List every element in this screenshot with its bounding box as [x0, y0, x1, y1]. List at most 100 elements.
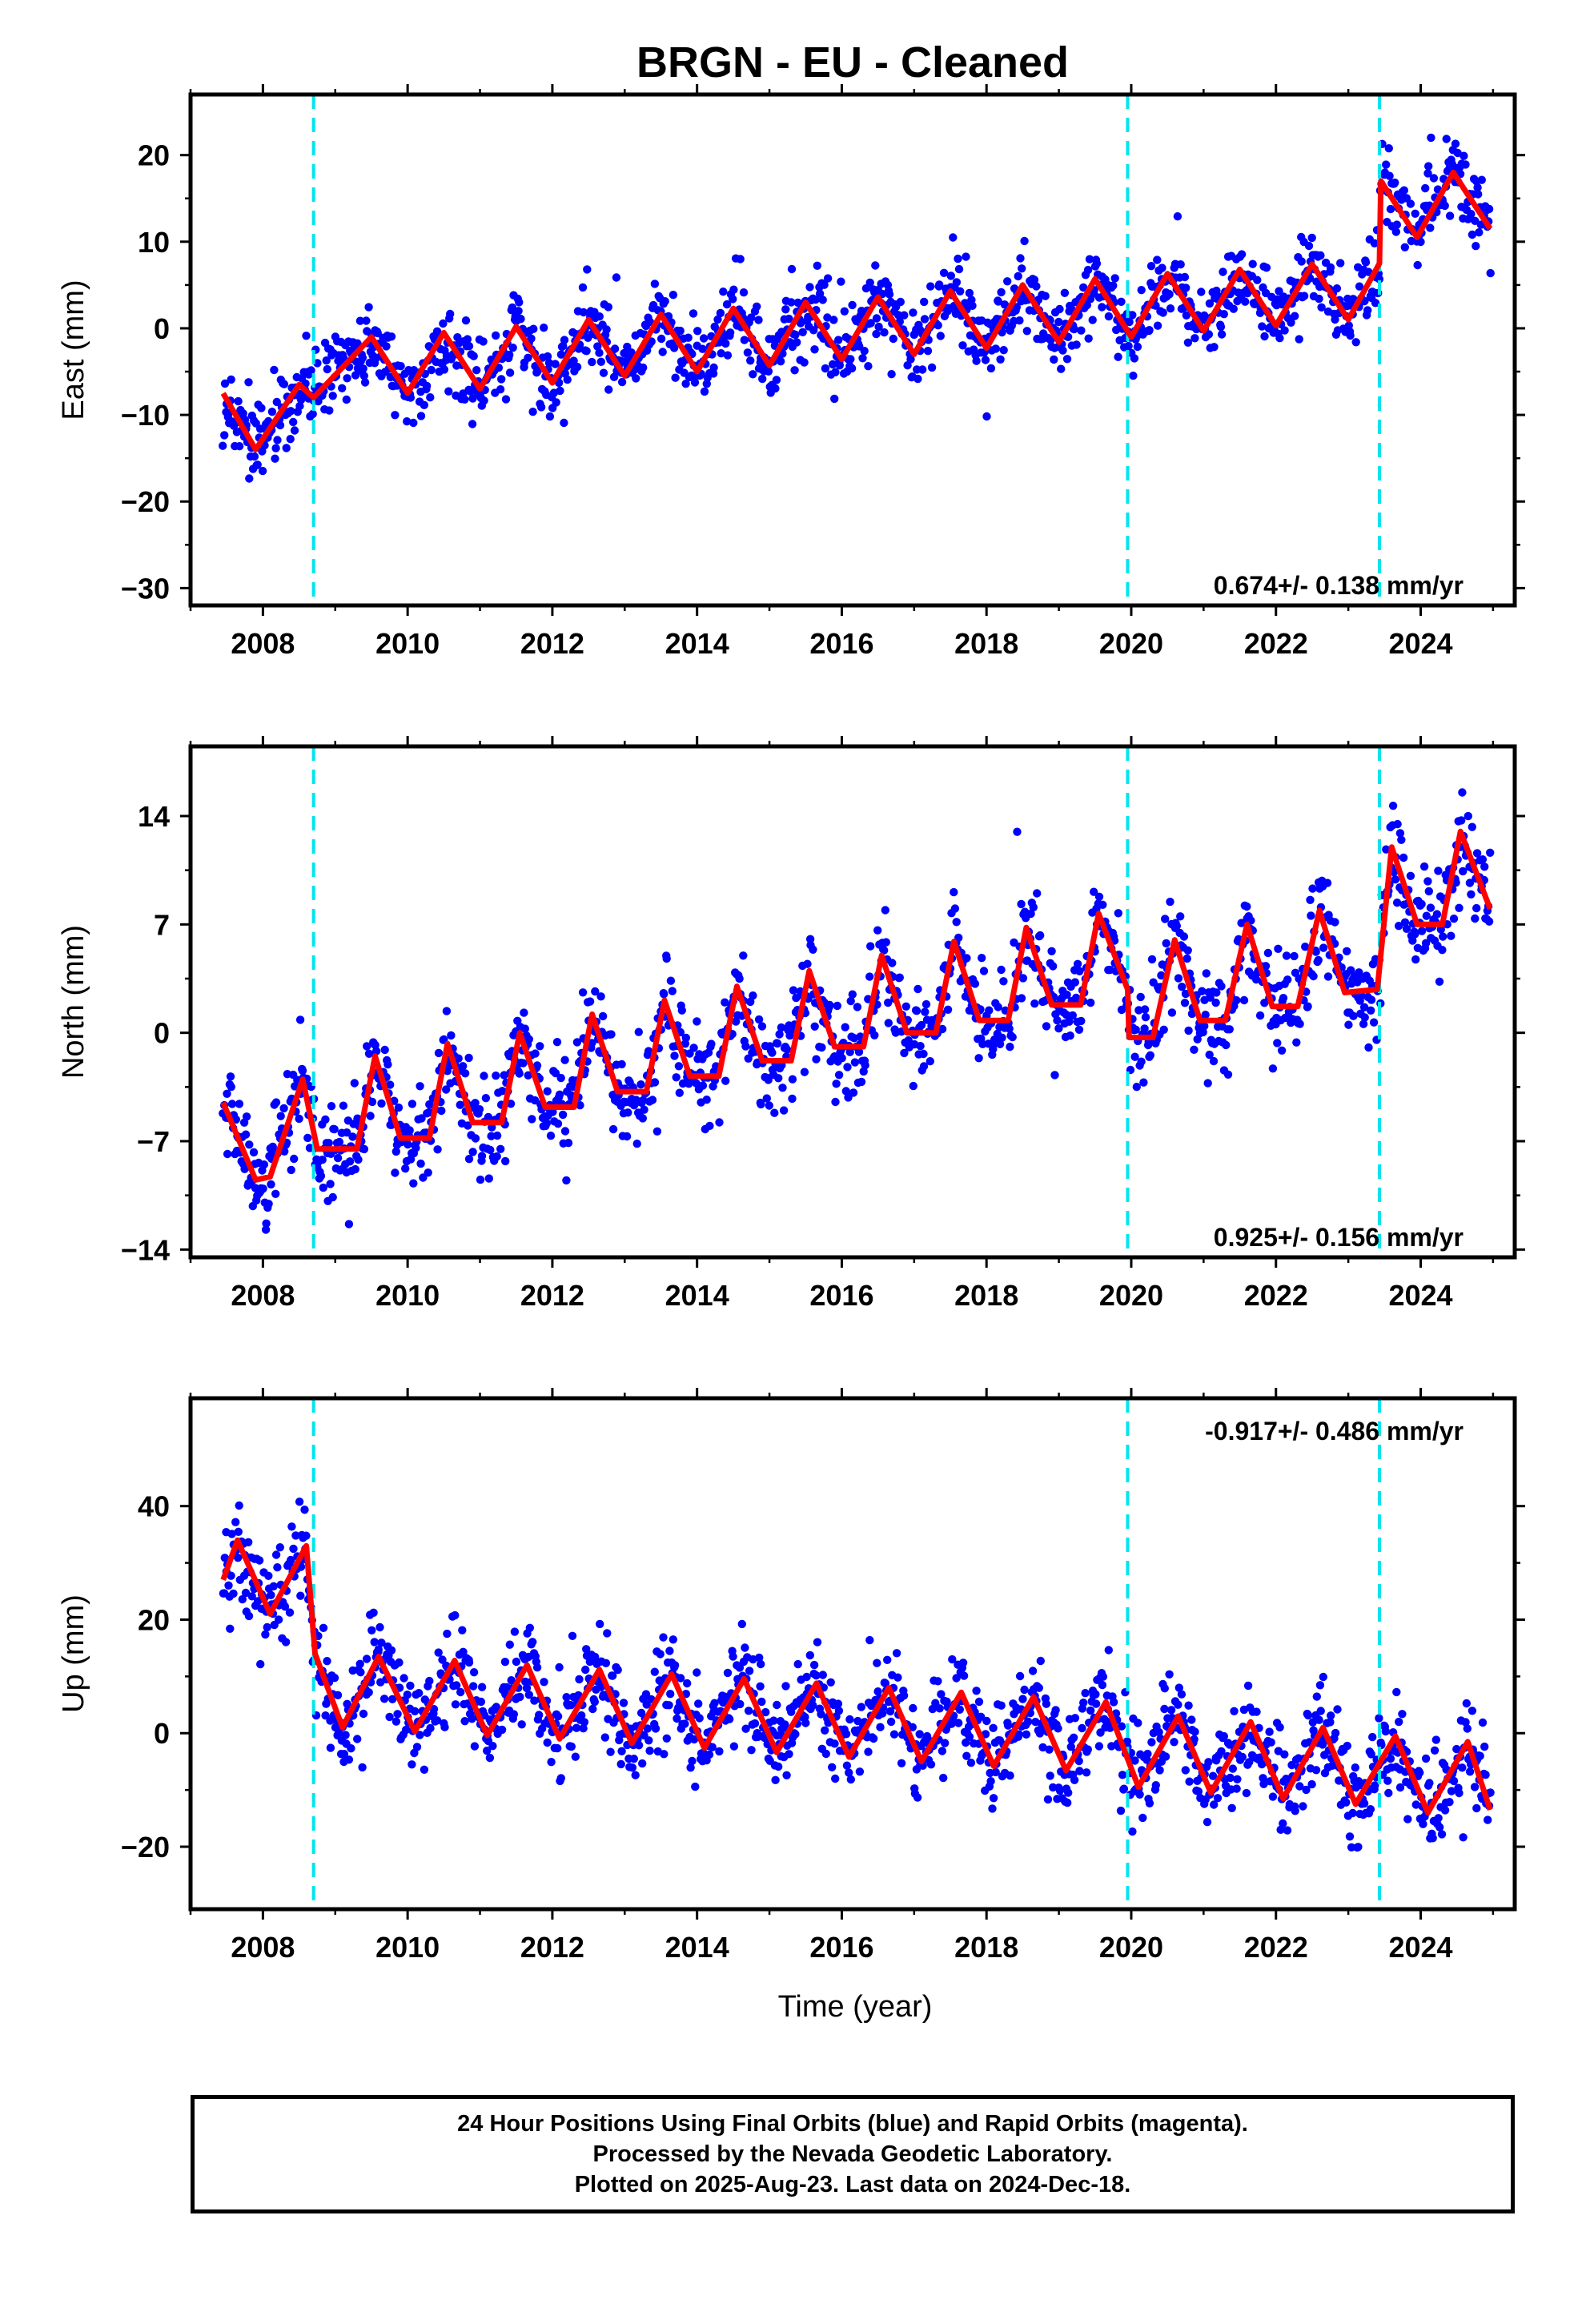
- data-point: [623, 342, 632, 352]
- data-point: [1229, 304, 1239, 313]
- data-point: [934, 1677, 942, 1686]
- data-point: [1151, 1781, 1161, 1790]
- data-point: [1461, 1718, 1470, 1727]
- data-point: [829, 316, 838, 324]
- data-point: [860, 347, 869, 356]
- data-point: [1435, 1823, 1444, 1831]
- data-point: [1118, 1771, 1127, 1779]
- data-point: [1117, 1722, 1126, 1731]
- data-point: [1085, 255, 1094, 263]
- data-point: [1252, 1707, 1261, 1716]
- data-point: [333, 1691, 343, 1699]
- data-point: [401, 1164, 410, 1173]
- data-point: [369, 1608, 378, 1618]
- data-point: [479, 337, 488, 346]
- data-point: [1109, 281, 1118, 290]
- data-point: [721, 339, 730, 348]
- y-tick-label: 40: [138, 1490, 170, 1523]
- data-point: [1216, 322, 1226, 332]
- x-tick-label: 2024: [1388, 1279, 1452, 1312]
- data-point: [324, 1139, 333, 1148]
- data-point: [1094, 1742, 1104, 1751]
- data-point: [551, 1068, 560, 1078]
- data-point: [1326, 1718, 1335, 1727]
- data-point: [1083, 1745, 1093, 1754]
- data-point: [1051, 1706, 1060, 1715]
- x-tick-label: 2022: [1244, 1931, 1308, 1964]
- data-point: [1233, 1775, 1242, 1783]
- data-point: [1018, 1695, 1027, 1703]
- data-point: [1012, 303, 1022, 312]
- data-point: [1187, 1715, 1196, 1724]
- data-point: [1132, 1083, 1142, 1092]
- data-point: [1429, 174, 1439, 183]
- data-point: [295, 401, 304, 411]
- data-point: [995, 1039, 1005, 1049]
- data-point: [1020, 236, 1029, 246]
- data-point: [280, 1602, 290, 1611]
- data-point: [325, 406, 334, 415]
- data-point: [669, 1635, 677, 1644]
- data-point: [460, 395, 469, 404]
- data-point: [367, 1097, 377, 1107]
- data-point: [464, 1053, 473, 1063]
- data-point: [805, 935, 815, 943]
- data-point: [802, 1672, 811, 1682]
- data-point: [681, 380, 690, 388]
- data-point: [717, 349, 725, 358]
- data-point: [1182, 311, 1191, 320]
- data-point: [328, 392, 337, 400]
- data-point: [835, 361, 845, 370]
- data-point: [1109, 1698, 1118, 1707]
- data-point: [788, 1075, 797, 1084]
- data-point: [280, 1147, 289, 1156]
- data-point: [694, 1699, 703, 1708]
- data-point: [1311, 1766, 1321, 1775]
- data-point: [286, 435, 295, 444]
- data-point: [1460, 151, 1468, 160]
- data-point: [452, 1681, 461, 1690]
- data-point: [1079, 1699, 1088, 1707]
- data-point: [1028, 1667, 1038, 1675]
- data-point: [442, 1085, 451, 1094]
- data-point: [505, 368, 515, 377]
- data-point: [1436, 925, 1446, 934]
- data-point: [1434, 1814, 1443, 1823]
- data-point: [1161, 1752, 1170, 1761]
- data-point: [1302, 1785, 1311, 1795]
- data-point: [460, 1069, 470, 1078]
- data-point: [1323, 879, 1332, 887]
- data-point: [893, 1673, 902, 1682]
- data-point: [1153, 255, 1162, 264]
- data-point: [638, 1759, 647, 1768]
- data-point: [1104, 1646, 1114, 1655]
- data-point: [505, 1640, 514, 1649]
- data-point: [555, 1663, 564, 1672]
- data-point: [275, 1543, 284, 1552]
- y-axis-label-up: Up (mm): [57, 1594, 90, 1713]
- data-point: [1370, 239, 1379, 247]
- data-point: [391, 1168, 400, 1177]
- x-tick-label: 2024: [1388, 1931, 1452, 1964]
- data-point: [1190, 1735, 1199, 1744]
- data-point: [1185, 1777, 1194, 1786]
- data-point: [323, 364, 331, 374]
- data-point: [830, 394, 839, 404]
- data-point: [501, 395, 511, 404]
- data-point: [885, 290, 894, 299]
- data-point: [1260, 332, 1269, 341]
- data-point: [571, 1752, 580, 1761]
- data-point: [1131, 1025, 1140, 1035]
- data-point: [739, 951, 748, 960]
- data-point: [279, 1104, 288, 1113]
- data-point: [359, 372, 368, 380]
- data-point: [484, 1174, 493, 1183]
- data-point: [740, 336, 749, 344]
- data-point: [464, 342, 474, 351]
- data-point: [959, 1671, 969, 1680]
- x-tick-label: 2014: [665, 627, 729, 660]
- data-point: [1415, 1768, 1424, 1777]
- data-point: [330, 1674, 339, 1683]
- data-point: [871, 261, 880, 270]
- data-point: [371, 1047, 381, 1055]
